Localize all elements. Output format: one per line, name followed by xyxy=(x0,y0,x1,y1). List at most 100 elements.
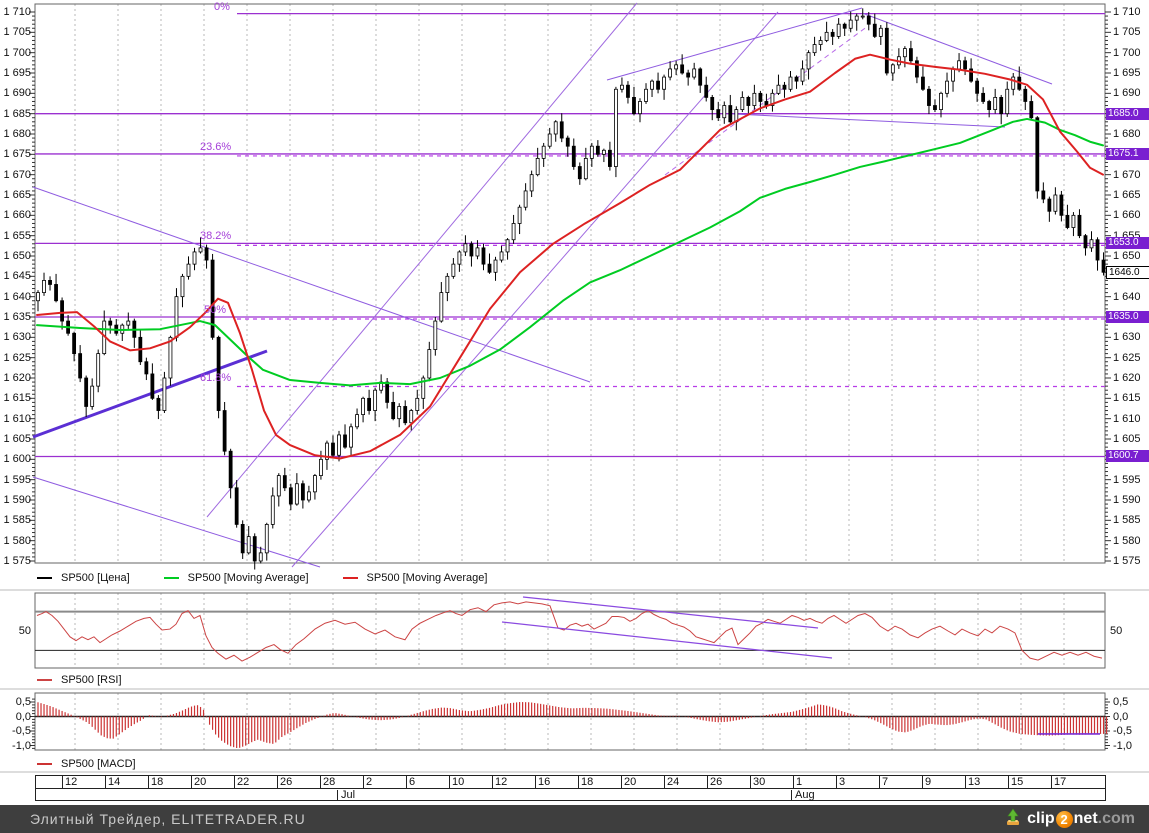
price-tick-label: 1 645 xyxy=(3,270,31,283)
candlestick xyxy=(939,92,943,111)
candlestick xyxy=(168,336,173,379)
trendline xyxy=(32,476,321,568)
price-tick-label: 1 710 xyxy=(3,6,31,18)
candlestick xyxy=(650,80,654,90)
candlestick xyxy=(481,247,486,265)
date-cell: 17 xyxy=(1051,776,1094,788)
price-tick-label: 1 700 xyxy=(1113,46,1141,59)
candlestick xyxy=(457,251,462,265)
date-row: 12 14 18 20 22 26 28 2 6 10 12 16 18 20 24 26 30 1 3 7 9 13 15… xyxy=(36,776,1105,789)
macd-tick-label: 0,0 xyxy=(15,710,31,723)
candlestick xyxy=(1053,194,1058,212)
candlestick xyxy=(216,336,221,411)
fib-level-label: 50% xyxy=(204,304,227,316)
price-tick-label: 1 625 xyxy=(3,351,31,364)
candlestick xyxy=(204,247,209,261)
month-label: Aug xyxy=(791,790,815,801)
candlestick xyxy=(818,40,823,45)
candlestick xyxy=(776,84,781,94)
date-cell: 10 xyxy=(449,776,492,788)
price-tick-label: 1 615 xyxy=(1113,392,1141,405)
footer-credit: Элитный Трейдер, ELITETRADER.RU xyxy=(30,811,306,827)
candlestick xyxy=(270,495,275,525)
legend-item-price: SP500 [Цена] xyxy=(37,572,130,584)
price-tick-label: 1 625 xyxy=(1113,351,1141,364)
candlestick xyxy=(180,275,185,298)
trendline xyxy=(206,2,638,518)
candlestick xyxy=(794,76,799,82)
macd-swatch xyxy=(37,763,52,765)
candlestick xyxy=(728,105,733,123)
price-tick-label: 1 700 xyxy=(3,46,31,59)
candlestick xyxy=(1059,194,1064,216)
candlestick xyxy=(523,190,528,208)
price-tick-label: 1 650 xyxy=(3,250,31,262)
candlestick xyxy=(595,145,600,155)
candlestick xyxy=(331,442,335,456)
trendline xyxy=(606,7,863,81)
candlestick xyxy=(698,68,703,86)
candlestick xyxy=(300,483,305,501)
date-cell: 2 xyxy=(363,776,406,788)
price-tick-label: 1 630 xyxy=(1113,331,1141,344)
candlestick xyxy=(1005,88,1010,115)
candlestick xyxy=(282,475,287,489)
price-tick-label: 1 685 xyxy=(3,107,31,120)
candlestick xyxy=(909,48,913,62)
rsi-line xyxy=(36,601,1103,662)
candlestick xyxy=(800,68,805,82)
macd-panel-frame xyxy=(34,692,1106,751)
candlestick xyxy=(830,31,835,37)
month-label: Jul xyxy=(337,790,355,801)
price-tick-label: 1 695 xyxy=(1113,67,1141,79)
candlestick xyxy=(246,536,251,554)
candlestick xyxy=(854,15,859,21)
current-price-box: 1646.0 xyxy=(1106,266,1149,280)
date-cell: 1 xyxy=(793,776,836,788)
candlestick xyxy=(680,64,685,74)
candlestick xyxy=(915,60,919,78)
rsi-50-label-left: 50 xyxy=(18,625,31,637)
trendline xyxy=(664,25,869,176)
legend-item-macd: SP500 [MACD] xyxy=(37,758,136,770)
candlestick xyxy=(385,381,390,403)
candlestick xyxy=(210,259,215,338)
rsi-50-label-right: 50 xyxy=(1110,625,1123,637)
candlestick xyxy=(902,48,907,58)
clip2net-logo[interactable]: clip 2 net .com xyxy=(1004,807,1135,831)
price-tick-label: 1 665 xyxy=(3,189,31,201)
price-tick-label: 1 585 xyxy=(1113,514,1141,527)
date-cell: 20 xyxy=(191,776,234,788)
logo-2-badge: 2 xyxy=(1055,810,1073,828)
candlestick xyxy=(367,397,372,411)
candlestick xyxy=(975,80,980,94)
macd-tick-label: 0,5 xyxy=(15,696,31,708)
macd-legend: SP500 [MACD] xyxy=(37,756,162,772)
candlestick xyxy=(1065,214,1070,228)
candlestick xyxy=(620,84,624,90)
candlestick xyxy=(469,243,474,257)
candlestick xyxy=(499,251,504,261)
candlestick xyxy=(866,15,871,25)
trendline xyxy=(732,113,1006,128)
ma_slow_green xyxy=(36,117,1104,387)
price-series-swatch xyxy=(37,577,52,579)
candlestick xyxy=(529,174,534,192)
candlestick xyxy=(421,377,426,399)
price-tick-label: 1 585 xyxy=(3,514,31,527)
date-axis[interactable]: 12 14 18 20 22 26 28 2 6 10 12 16 18 20 24 26 30 1 3 7 9 13 15… xyxy=(35,775,1106,801)
date-cell: 6 xyxy=(406,776,449,788)
price-tick-label: 1 710 xyxy=(1113,6,1141,18)
ma-red-swatch xyxy=(342,577,358,579)
candlestick xyxy=(1089,239,1094,249)
candlestick xyxy=(740,97,745,111)
legend-item-rsi: SP500 [RSI] xyxy=(37,674,122,686)
candlestick xyxy=(337,434,341,456)
candlestick xyxy=(878,27,883,37)
price-tick-label: 1 655 xyxy=(1113,229,1141,242)
candlestick xyxy=(252,536,257,562)
price-level-highlight: 1600.7 xyxy=(1106,450,1149,463)
price-tick-label: 1 675 xyxy=(3,148,31,161)
rsi-trendline xyxy=(501,621,833,659)
